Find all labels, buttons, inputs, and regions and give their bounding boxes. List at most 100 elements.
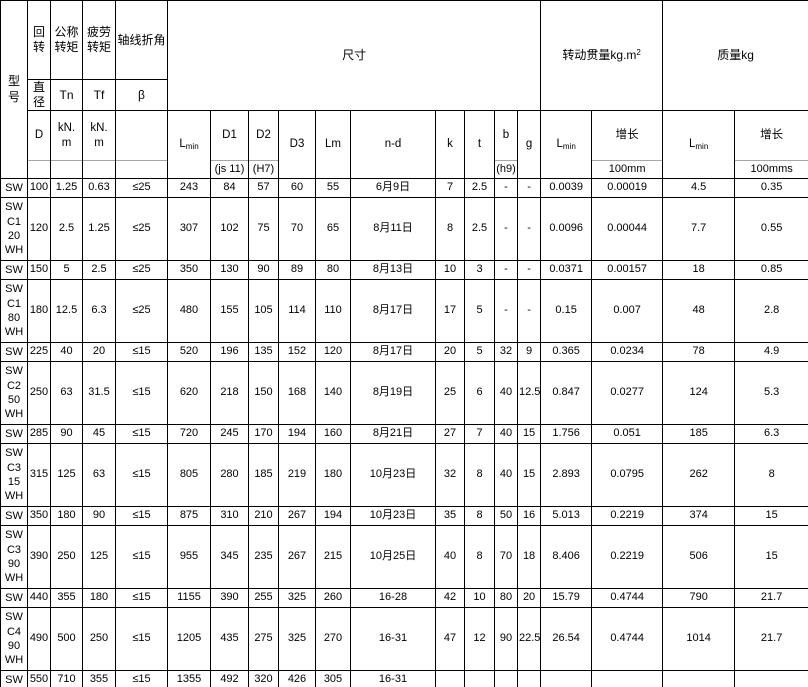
cell-mass-100mm: 0.55 — [734, 197, 808, 261]
header-tn-symbol: Tn — [50, 79, 83, 111]
cell-D1: 310 — [210, 506, 249, 526]
cell-D3: 219 — [278, 443, 316, 507]
table-row: SW 100 1.25 0.63 ≤25 243 84 57 60 55 6月9日 7 2.5- -0.0… — [0, 178, 808, 198]
cell-beta: ≤15 — [115, 443, 168, 507]
header-inertia-sup: 2 — [636, 48, 641, 57]
cell-g: 15 — [516, 424, 542, 444]
cell-D2: 210 — [248, 506, 279, 526]
cell-mass-Lmin: 185 — [662, 424, 736, 444]
lmin-base: L — [179, 138, 186, 150]
cell-Lm: 270 — [315, 607, 351, 671]
cell-Lm: 55 — [315, 178, 351, 198]
cell-mass-100mm: 15 — [734, 525, 808, 589]
cell-n-d: 16-31 — [350, 670, 436, 687]
cell-D: 250 — [27, 361, 51, 425]
cell-k: 20 — [435, 342, 465, 362]
cell-inertia-100mm: 0.0277 — [591, 361, 664, 425]
cell-inertia-100mm: 0.2219 — [591, 525, 664, 589]
cell-t: 5 — [464, 342, 495, 362]
cell-D: 440 — [27, 588, 51, 608]
cell-Tn: 355 — [50, 588, 83, 608]
header-beta-unit — [115, 110, 168, 161]
cell-Lmin: 1355 — [167, 670, 211, 687]
cell-D: 180 — [27, 279, 51, 343]
cell-D2: 150 — [248, 361, 279, 425]
cell-t: 8 — [464, 443, 495, 507]
cell-Tn: 5 — [50, 260, 83, 280]
cell-model: SW — [0, 588, 28, 608]
cell-n-d: 16-28 — [350, 588, 436, 608]
cell-mass-100mm: 0.35 — [734, 178, 808, 198]
cell-D3: 325 — [278, 588, 316, 608]
header-lmin-dim: Lmin — [167, 110, 211, 179]
header-g: g — [516, 110, 542, 179]
header-tf-unit: kN. m — [82, 110, 116, 161]
cell-D2: 255 — [248, 588, 279, 608]
header-tf-symbol: Tf — [82, 79, 116, 111]
cell-D: 225 — [27, 342, 51, 362]
cell-b: 80 — [494, 588, 518, 608]
cell-n-d: 8月19日 — [350, 361, 436, 425]
cell-inertia-Lmin: 0.365 — [540, 342, 593, 362]
header-d2: D2 — [248, 110, 279, 161]
cell-D: 150 — [27, 260, 51, 280]
cell-D3: 152 — [278, 342, 316, 362]
cell-Tf: 6.3 — [82, 279, 116, 343]
cell-beta: ≤25 — [115, 178, 168, 198]
table-row: SW C3 90 WH 390 250 125 ≤15 955 345 235 267 215 10… — [0, 525, 808, 589]
header-model: 型 号 — [0, 0, 28, 179]
cell-n-d: 8月21日 — [350, 424, 436, 444]
cell-D1: 130 — [210, 260, 249, 280]
cell-D2: 235 — [248, 525, 279, 589]
cell-inertia-100mm: 0.007 — [591, 279, 664, 343]
cell-D1: 435 — [210, 607, 249, 671]
header-inertia-growth-unit: 100mm — [591, 160, 664, 179]
header-beta-sub-empty — [115, 160, 168, 179]
cell-b: 70 — [494, 525, 518, 589]
cell-Lmin: 875 — [167, 506, 211, 526]
cell-inertia-100mm: 0.2219 — [591, 506, 664, 526]
cell-model: SW C3 90 WH — [0, 525, 28, 589]
cell-inertia-100mm: 0.051 — [591, 424, 664, 444]
cell-mass-100mm: 21.7 — [734, 607, 808, 671]
cell-k: 17 — [435, 279, 465, 343]
header-lmin-inertia: Lmin — [540, 110, 593, 179]
cell-beta: ≤15 — [115, 424, 168, 444]
cell-Lm: 110 — [315, 279, 351, 343]
lmin-base: L — [688, 138, 696, 150]
cell-k: 42 — [435, 588, 465, 608]
cell-mass-Lmin: 78 — [662, 342, 736, 362]
cell-b: 40 — [494, 424, 518, 444]
header-row-1: 型 号 回 转 公称 转矩 疲劳 转矩 轴线折角 尺寸 转动贯量kg.m2 质量… — [0, 0, 808, 179]
cell-mass-Lmin: 18 — [662, 260, 736, 280]
cell-D: 350 — [27, 506, 51, 526]
cell-Tn: 12.5 — [50, 279, 83, 343]
header-diameter: 直 径 — [27, 79, 51, 111]
cell-Tf: 180 — [82, 588, 116, 608]
cell-inertia-Lmin: 26.54 — [540, 607, 593, 671]
cell-D: 120 — [27, 197, 51, 261]
cell-mass-100mm: 8 — [734, 443, 808, 507]
cell-Tn: 1.25 — [50, 178, 83, 198]
cell-t: 7 — [464, 424, 495, 444]
header-d1: D1 — [210, 110, 249, 161]
cell-Tf: 1.25 — [82, 197, 116, 261]
cell-D3: 325 — [278, 607, 316, 671]
header-tn-sub-empty — [50, 160, 83, 179]
cell-b: 90 — [494, 607, 518, 671]
cell-g: - — [516, 197, 542, 261]
cell-D3: 89 — [278, 260, 316, 280]
cell-k: 8 — [435, 197, 465, 261]
cell-Tn: 2.5 — [50, 197, 83, 261]
cell-mass-100mm: 0.85 — [734, 260, 808, 280]
header-tf-sub-empty — [82, 160, 116, 179]
cell-beta: ≤15 — [115, 342, 168, 362]
cell-model: SW C3 15 WH — [0, 443, 28, 507]
cell-D: 100 — [27, 178, 51, 198]
header-mass-growth-unit: 100mms — [734, 160, 808, 179]
cell-g: 15 — [516, 443, 542, 507]
table-row: SW 440 355 180 ≤15 1155 390 255 325 260 16-28 42 10 8… — [0, 588, 808, 608]
header-t: t — [464, 110, 495, 179]
cell-k: 47 — [435, 607, 465, 671]
cell-mass-Lmin: 7.7 — [662, 197, 736, 261]
